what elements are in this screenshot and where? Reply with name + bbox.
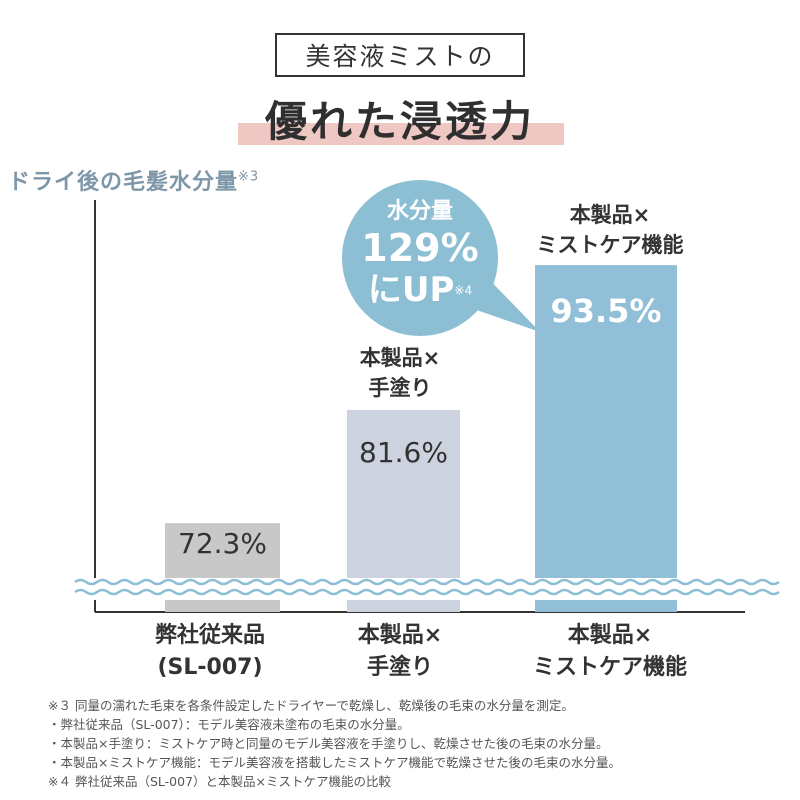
value-label-3: 93.5% bbox=[550, 292, 661, 330]
y-axis-label-text: ドライ後の毛髪水分量 bbox=[8, 170, 239, 195]
bar3-top-label-line1: 本製品× bbox=[569, 203, 651, 227]
wave-line-1 bbox=[74, 578, 780, 586]
bar2-top-label: 本製品× 手塗り bbox=[330, 343, 470, 403]
footnote-1: ※３ 同量の濡れた毛束を各条件設定したドライヤーで乾燥し、乾燥後の毛束の水分量を… bbox=[48, 698, 574, 713]
category-label-1-line2: (SL-007) bbox=[157, 655, 263, 680]
wave-line-2 bbox=[74, 588, 780, 596]
category-label-1: 弊社従来品 (SL-007) bbox=[140, 620, 280, 684]
footnote-5: ※４ 弊社従来品（SL-007）と本製品×ミストケア機能の比較 bbox=[48, 774, 391, 789]
category-label-2-line2: 手塗り bbox=[366, 655, 433, 680]
bubble-circle bbox=[342, 180, 498, 336]
bubble-line3: にUP bbox=[367, 270, 455, 310]
bar-3 bbox=[535, 265, 677, 612]
value-label-2: 81.6% bbox=[359, 436, 448, 469]
footnote-4: ・本製品×ミストケア機能：モデル美容液を搭載したミストケア機能で乾燥させた後の毛… bbox=[48, 755, 621, 770]
bubble-note: ※4 bbox=[454, 283, 473, 298]
footnote-2: ・弊社従来品（SL-007）：モデル美容液未塗布の毛束の水分量。 bbox=[48, 717, 410, 732]
headline-highlight bbox=[238, 123, 564, 145]
category-label-1-line1: 弊社従来品 bbox=[154, 623, 265, 648]
headline: 優れた浸透力 bbox=[264, 97, 535, 146]
bar3-top-label-line2: ミストケア機能 bbox=[536, 233, 684, 257]
bar2-top-label-line2: 手塗り bbox=[368, 376, 432, 400]
category-label-3: 本製品× ミストケア機能 bbox=[515, 620, 705, 684]
footnotes: ※３ 同量の濡れた毛束を各条件設定したドライヤーで乾燥し、乾燥後の毛束の水分量を… bbox=[48, 696, 788, 791]
y-axis-label: ドライ後の毛髪水分量※3 bbox=[8, 164, 259, 196]
title-tag-text: 美容液ミストの bbox=[305, 42, 495, 71]
category-label-2-line1: 本製品× bbox=[357, 623, 443, 648]
bar3-top-label: 本製品× ミストケア機能 bbox=[525, 200, 695, 260]
bubble-line2: 129% bbox=[361, 226, 479, 270]
title-tag-box: 美容液ミストの bbox=[275, 33, 525, 77]
y-axis-label-note: ※3 bbox=[238, 169, 260, 185]
category-label-2: 本製品× 手塗り bbox=[330, 620, 470, 684]
value-label-1: 72.3% bbox=[178, 527, 267, 560]
bubble-text: 水分量 129% にUP※4 bbox=[350, 198, 490, 316]
category-label-3-line1: 本製品× bbox=[567, 623, 653, 648]
bar2-top-label-line1: 本製品× bbox=[359, 346, 441, 370]
category-label-3-line2: ミストケア機能 bbox=[532, 655, 687, 680]
bubble-line1: 水分量 bbox=[386, 199, 453, 224]
footnote-3: ・本製品×手塗り：ミストケア時と同量のモデル美容液を手塗りし、乾燥させた後の毛束… bbox=[48, 736, 609, 751]
